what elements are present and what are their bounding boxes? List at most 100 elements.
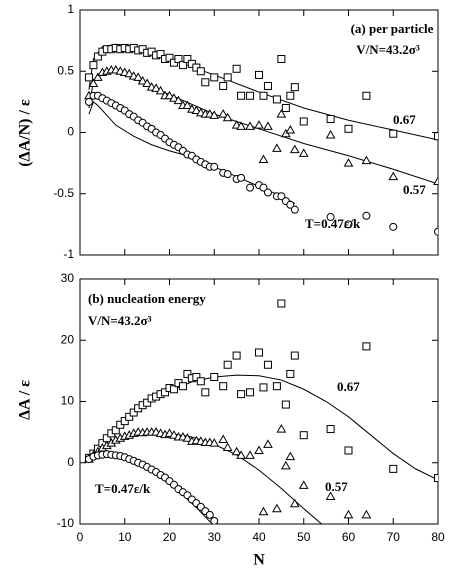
curve-label: 0.67 [337,379,360,394]
point [343,509,354,519]
point [389,464,398,473]
point [125,412,134,421]
point [210,516,219,524]
point [277,299,286,308]
point [205,510,214,519]
point [434,474,438,483]
point [298,148,309,157]
point [272,503,282,513]
point [298,480,309,489]
point [258,154,269,163]
x-tick-label: 30 [208,530,222,544]
point [246,388,255,397]
point [155,85,166,95]
point [169,385,178,394]
point [258,506,269,516]
y-tick-label: -0.5 [53,186,74,200]
point [325,491,336,500]
point [326,425,335,434]
point [201,388,210,397]
y-tick-label: 30 [61,271,75,285]
y-tick-label: 1 [67,2,74,16]
point [326,213,335,222]
point [344,220,353,229]
point [165,53,174,62]
point [236,450,246,459]
point [218,434,229,443]
point [263,360,272,369]
panel-title: (a) per particle [351,21,434,36]
point [124,68,135,78]
point [343,158,354,167]
point [237,173,246,182]
point [219,382,228,391]
point [246,91,255,100]
point [362,211,371,220]
point [231,446,242,456]
point [277,55,286,63]
point [362,342,371,351]
point [263,188,272,197]
point [272,143,282,152]
point [361,509,372,519]
x-axis-label: N [253,552,265,569]
x-tick-label: 50 [297,530,311,544]
point [276,109,287,118]
point [93,72,103,81]
point [133,72,144,81]
point [286,200,295,209]
point [263,121,273,130]
point [169,93,179,102]
point [361,155,372,165]
y-axis-label: (ΔA/N) / ε [17,99,34,167]
point [183,55,192,63]
curve-label: 0.57 [403,182,426,197]
point [289,144,300,154]
point [93,52,102,61]
x-tick-label: 60 [342,530,356,544]
curve-label: 0.57 [325,479,348,494]
point [223,73,232,82]
point [290,83,299,92]
point [236,121,246,130]
point [289,498,300,508]
plot-area [84,43,438,236]
x-tick-label: 0 [77,530,84,544]
point [290,351,299,360]
point [285,125,296,134]
point [129,408,138,417]
point [255,70,263,79]
curve-label: T=0.47ε/k [305,216,361,231]
point [344,446,353,455]
point [433,176,438,185]
point [434,227,438,236]
y-tick-label: 0 [67,125,74,139]
point [111,426,120,435]
point [191,105,202,114]
point [178,61,187,70]
point [255,348,263,357]
point [196,377,205,386]
point [299,117,308,126]
x-tick-label: 70 [387,530,401,544]
point [137,76,148,85]
point [89,61,98,70]
point [222,442,233,451]
point [344,124,353,133]
point [277,192,286,201]
point [183,369,192,378]
point [237,91,246,100]
point [210,373,219,381]
point [84,97,93,106]
point [182,100,193,110]
point [290,205,299,214]
point [223,360,232,369]
point [299,431,308,440]
point [389,222,398,231]
point [164,90,175,100]
point [237,390,246,399]
point [232,351,241,360]
point [218,109,229,118]
point [245,121,255,130]
point [281,400,290,409]
